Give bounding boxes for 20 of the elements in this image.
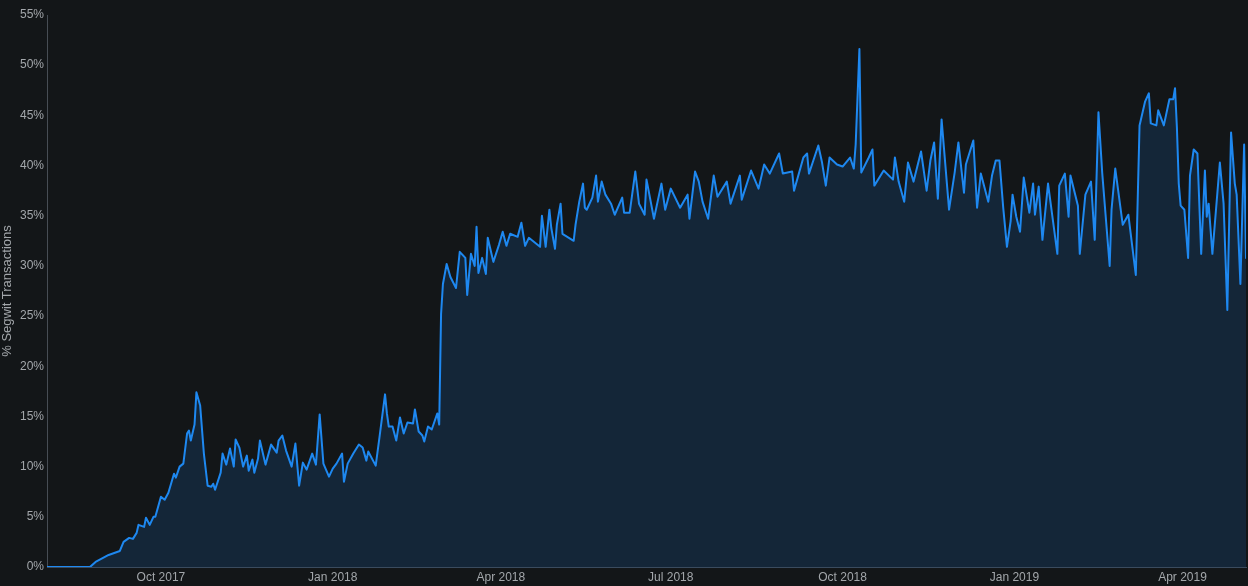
y-tick-label: 50% (19, 57, 45, 72)
x-tick-label: Apr 2019 (1158, 569, 1208, 584)
x-tick-label: Oct 2018 (818, 569, 868, 584)
y-tick-label: 0% (26, 559, 45, 574)
y-tick-label: 10% (19, 458, 45, 473)
y-tick-label: 45% (19, 107, 45, 122)
y-tick-label: 25% (19, 308, 45, 323)
y-tick-label: 20% (19, 358, 45, 373)
x-tick-label: Apr 2018 (476, 569, 526, 584)
x-tick-label: Oct 2017 (136, 569, 186, 584)
y-tick-label: 15% (19, 408, 45, 423)
x-tick-label: Jan 2018 (308, 569, 358, 584)
y-tick-label: 40% (19, 157, 45, 172)
y-tick-label: 5% (26, 509, 45, 524)
y-tick-label: 30% (19, 258, 45, 273)
y-tick-label: 35% (19, 208, 45, 223)
y-tick-label: 55% (19, 7, 45, 22)
x-tick-label: Jan 2019 (989, 569, 1040, 584)
x-tick-label: Jul 2018 (648, 569, 694, 584)
y-axis-title: % Segwit Transactions (0, 224, 15, 357)
